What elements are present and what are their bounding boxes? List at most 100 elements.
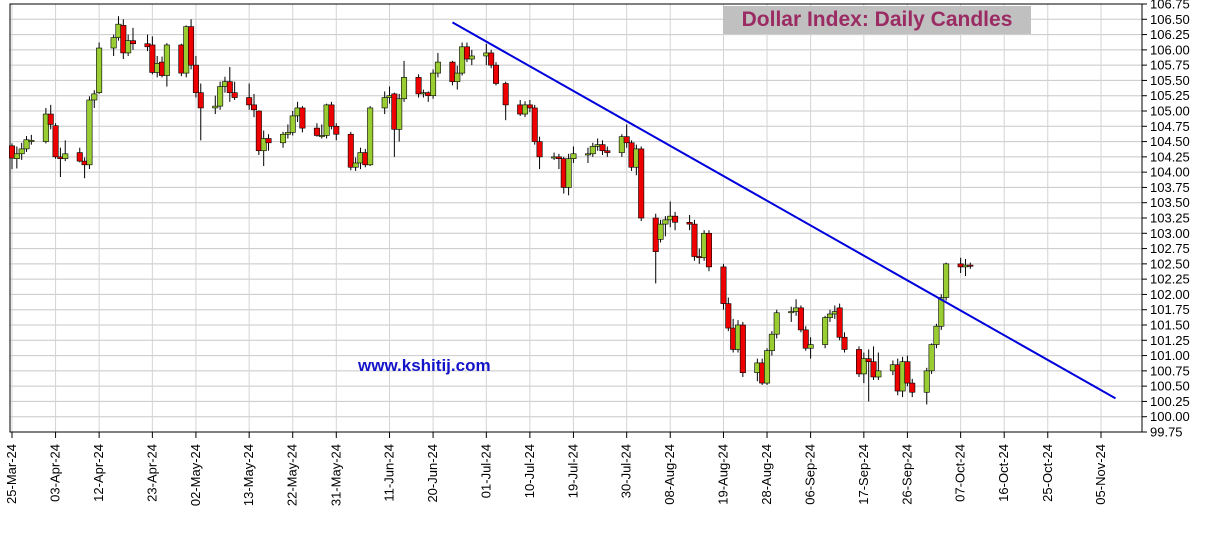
candle: [76, 147, 83, 163]
y-tick-label: 99.75: [1150, 425, 1183, 440]
candle: [657, 219, 664, 243]
y-tick-label: 105.00: [1150, 104, 1190, 119]
candle: [802, 326, 809, 351]
candle: [163, 43, 170, 87]
candle-body: [565, 158, 572, 188]
y-tick-label: 103.50: [1150, 195, 1190, 210]
candle: [943, 262, 950, 301]
x-tick-label: 03-Apr-24: [48, 444, 63, 502]
candle-body: [449, 61, 456, 82]
candle: [47, 104, 54, 130]
candle-body: [875, 370, 882, 378]
candle-body: [52, 125, 59, 158]
candle-body: [720, 266, 727, 304]
y-tick-label: 102.50: [1150, 256, 1190, 271]
candle: [231, 81, 238, 100]
candle-body: [381, 97, 388, 109]
candle: [251, 93, 258, 118]
candle-body: [313, 127, 320, 136]
candle-body: [260, 138, 267, 152]
candle-body: [870, 361, 877, 378]
candle: [488, 49, 495, 69]
x-tick-label: 08-Aug-24: [662, 444, 677, 505]
candle-body: [86, 99, 93, 166]
candle: [401, 60, 408, 102]
candle-body: [555, 156, 562, 159]
candle: [865, 349, 872, 402]
candle: [788, 306, 795, 322]
x-tick-label: 01-Jul-24: [478, 444, 493, 498]
candle-body: [764, 350, 771, 384]
candle: [188, 19, 195, 70]
candle-body: [773, 312, 780, 335]
candle-body: [492, 64, 499, 84]
candle: [463, 42, 470, 63]
candle-body: [672, 215, 679, 223]
candle-body: [570, 153, 577, 159]
chart-title: Dollar Index: Daily Candles: [723, 6, 1031, 34]
candle-body: [522, 104, 529, 115]
candle: [217, 81, 224, 110]
y-tick-label: 104.75: [1150, 119, 1190, 134]
candle-body: [705, 232, 712, 268]
x-tick-label: 10-Jul-24: [522, 444, 537, 498]
candle-body: [822, 317, 829, 345]
candle-body: [401, 77, 408, 100]
y-axis: 106.75106.50106.25106.00105.75105.50105.…: [1142, 0, 1190, 440]
candles-group: [9, 16, 974, 405]
candle: [352, 157, 359, 171]
candle: [226, 66, 233, 102]
candle: [962, 258, 969, 277]
candle-body: [967, 264, 974, 267]
candle-body: [909, 382, 916, 393]
candle: [623, 124, 630, 148]
candle: [430, 69, 437, 99]
candle-body: [415, 77, 422, 95]
candle-body: [13, 153, 20, 159]
candle: [672, 211, 679, 231]
y-tick-label: 106.75: [1150, 0, 1190, 12]
candle: [797, 305, 804, 333]
candle: [904, 355, 911, 387]
candle-body: [192, 64, 199, 93]
candle: [96, 42, 103, 94]
candle-body: [691, 223, 698, 257]
candle: [13, 146, 20, 169]
x-tick-label: 26-Sep-24: [899, 444, 914, 505]
candle-body: [904, 361, 911, 384]
trendline: [451, 21, 1117, 400]
candle: [328, 101, 335, 130]
candle: [110, 34, 117, 56]
y-tick-label: 100.75: [1150, 363, 1190, 378]
candle-body: [28, 140, 35, 142]
x-tick-label: 17-Sep-24: [856, 444, 871, 505]
x-tick-label: 25-Oct-24: [1040, 444, 1055, 502]
candle: [768, 331, 775, 356]
candle: [86, 96, 93, 170]
candle: [536, 136, 543, 170]
candle: [9, 143, 16, 170]
candle: [280, 131, 287, 148]
candle-body: [686, 221, 693, 225]
candle-body: [62, 153, 69, 159]
x-tick-label: 22-May-24: [285, 444, 300, 506]
y-tick-label: 103.75: [1150, 180, 1190, 195]
candle-body: [536, 141, 543, 158]
candle-body: [9, 145, 16, 159]
candle: [875, 352, 882, 381]
candle-body: [217, 86, 224, 107]
x-tick-label: 13-May-24: [241, 444, 256, 506]
candle: [260, 130, 267, 167]
watermark-url: www.kshitij.com: [358, 356, 491, 375]
candle: [565, 153, 572, 196]
candle-body: [42, 113, 49, 142]
candle-body: [841, 336, 848, 350]
candle: [691, 219, 698, 261]
candle-body: [347, 133, 354, 168]
candle: [725, 297, 732, 332]
candle-body: [923, 370, 930, 393]
candle-body: [318, 135, 325, 137]
candle: [826, 309, 833, 322]
candle-body: [725, 303, 732, 329]
candle-body: [938, 297, 945, 327]
